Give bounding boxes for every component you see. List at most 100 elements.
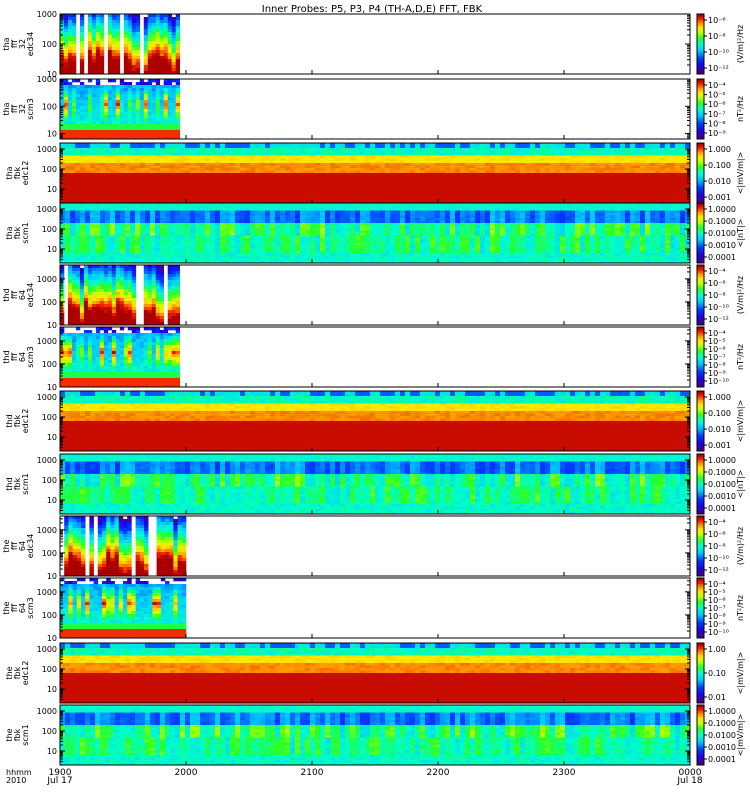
colorbar-segment [697, 100, 704, 102]
spectrogram-cell [275, 183, 281, 186]
spectrogram-cell [615, 145, 621, 149]
spectrogram-cell [175, 41, 180, 45]
spectrogram-cell [280, 155, 286, 159]
spectrogram-cell [151, 118, 157, 122]
spectrogram-cell [435, 178, 441, 181]
spectrogram-cell [455, 145, 461, 149]
spectrogram-cell [151, 50, 157, 54]
spectrogram-cell [565, 173, 571, 176]
spectrogram-cell [245, 148, 251, 151]
spectrogram-cell [635, 148, 641, 151]
spectrogram-cell [100, 218, 106, 221]
spectrogram-cell [355, 183, 361, 186]
spectrogram-cell [640, 163, 646, 166]
spectrogram-cell [555, 163, 561, 166]
spectrogram-cell [171, 91, 177, 95]
colorbar-tick-label: 10⁻¹² [708, 64, 729, 73]
spectrogram-cell [685, 160, 691, 164]
spectrogram-cell [610, 188, 616, 191]
spectrogram-cell [375, 143, 381, 146]
spectrogram-cell [135, 158, 141, 161]
spectrogram-cell [285, 195, 291, 199]
spectrogram-cell [115, 243, 121, 246]
spectrogram-cell [111, 29, 117, 33]
spectrogram-cell [660, 193, 666, 196]
spectrogram-cell [315, 183, 321, 186]
spectrogram-cell [405, 165, 411, 169]
spectrogram-cell [505, 148, 511, 151]
spectrogram-cell [123, 53, 129, 57]
spectrogram-cell [355, 148, 361, 151]
spectrogram-cell [127, 124, 133, 128]
colorbar-segment [697, 68, 704, 70]
spectrogram-cell [350, 173, 356, 176]
spectrogram-cell [675, 195, 681, 199]
spectrogram-cell [270, 200, 276, 204]
spectrogram-cell [111, 53, 117, 57]
spectrogram-cell [91, 17, 97, 21]
spectrogram-cell [130, 195, 136, 199]
spectrogram-cell [555, 190, 561, 194]
spectrogram-cell [335, 198, 341, 201]
spectrogram-cell [170, 145, 176, 149]
spectrogram-cell [550, 190, 556, 194]
spectrogram-cell [175, 62, 180, 66]
spectrogram-cell [135, 50, 141, 54]
spectrogram-cell [435, 168, 441, 171]
spectrogram-cell [275, 148, 281, 151]
spectrogram-cell [390, 153, 396, 156]
spectrogram-cell [175, 198, 181, 201]
spectrogram-cell [151, 109, 157, 113]
spectrogram-cell [171, 29, 177, 33]
spectrogram-cell [171, 20, 177, 24]
spectrogram-cell [210, 143, 216, 146]
spectrogram-cell [530, 163, 536, 166]
colorbar-segment [697, 170, 704, 172]
spectrogram-cell [120, 240, 126, 244]
spectrogram-cell [127, 112, 133, 116]
spectrogram-cell [167, 109, 173, 113]
spectrogram-cell [119, 118, 125, 122]
spectrogram-cell [111, 94, 117, 98]
spectrogram-cell [155, 56, 161, 60]
spectrogram-cell [615, 148, 621, 151]
spectrogram-cell [139, 79, 145, 83]
spectrogram-cell [120, 258, 126, 261]
spectrogram-cell [465, 153, 471, 156]
spectrogram-cell [215, 158, 221, 161]
spectrogram-cell [240, 183, 246, 186]
spectrogram-cell [520, 168, 526, 171]
spectrogram-cell [620, 188, 626, 191]
spectrogram-cell [110, 145, 116, 149]
spectrogram-cell [495, 155, 501, 159]
spectrogram-cell [610, 153, 616, 156]
spectrogram-cell [123, 121, 129, 125]
spectrogram-cell [120, 238, 126, 241]
spectrogram-cell [80, 150, 86, 154]
spectrogram-cell [175, 183, 181, 186]
spectrogram-cell [665, 153, 671, 156]
spectrogram-cell [70, 235, 76, 239]
spectrogram-cell [105, 185, 111, 189]
spectrogram-cell [395, 183, 401, 186]
spectrogram-cell [125, 230, 131, 234]
spectrogram-cell [535, 160, 541, 164]
spectrogram-cell [190, 168, 196, 171]
spectrogram-cell [670, 143, 676, 146]
spectrogram-cell [380, 170, 386, 174]
spectrogram-cell [330, 168, 336, 171]
spectrogram-cell [115, 188, 121, 191]
spectrogram-cell [395, 190, 401, 194]
spectrogram-cell [410, 175, 416, 179]
spectrogram-cell [65, 150, 71, 154]
spectrogram-cell [163, 79, 169, 83]
spectrogram-cell [165, 225, 171, 229]
spectrogram-cell [320, 160, 326, 164]
spectrogram-cell [390, 173, 396, 176]
spectrogram-cell [185, 158, 191, 161]
spectrogram-cell [90, 230, 96, 234]
spectrogram-cell [350, 148, 356, 151]
spectrogram-cell [680, 195, 686, 199]
spectrogram-cell [159, 32, 165, 36]
spectrogram-cell [155, 62, 161, 66]
